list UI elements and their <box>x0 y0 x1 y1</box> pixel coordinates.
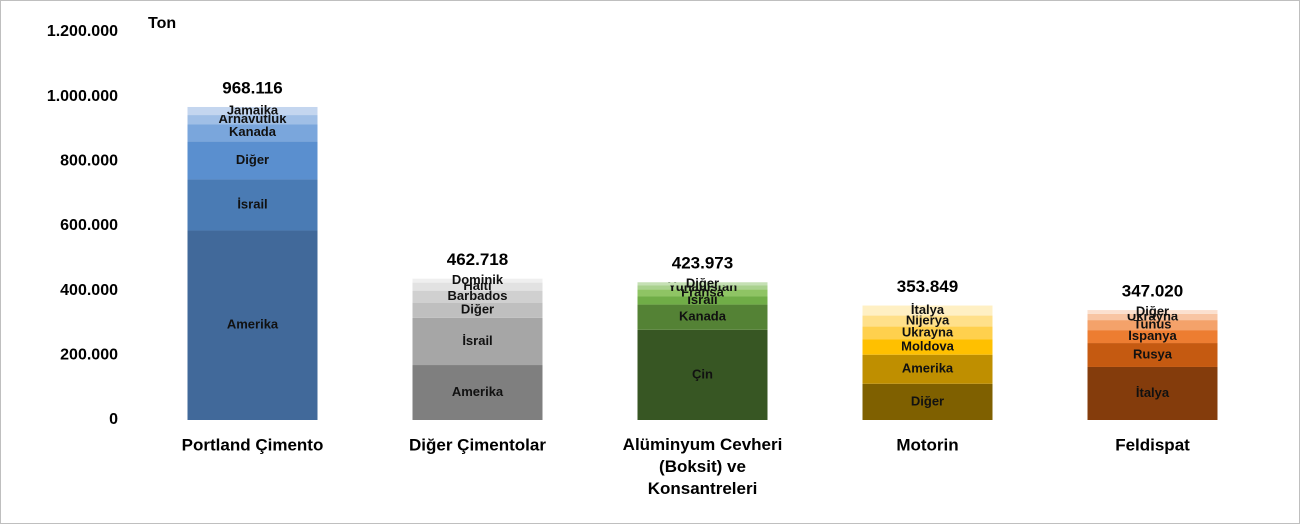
segment-label: Barbados <box>448 288 508 303</box>
bar-segment <box>637 329 768 420</box>
segment-label: Ukrayna <box>902 324 954 339</box>
bar-segment <box>187 230 318 420</box>
x-tick-label: Alüminyum Cevheri (Boksit) ve Konsantreler… <box>623 435 783 498</box>
y-tick-label: 800.000 <box>60 153 118 170</box>
bar-segment <box>862 326 993 340</box>
segment-label: Rusya <box>1133 346 1173 361</box>
segment-label: Amerika <box>452 384 504 399</box>
bar-segment <box>412 290 543 303</box>
bar-segment <box>187 106 318 116</box>
segment-label: Nijerya <box>906 312 950 327</box>
y-tick-label: 0 <box>109 411 118 428</box>
y-axis-label: Ton <box>148 15 176 32</box>
total-label: 353.849 <box>897 277 958 296</box>
segment-label: İsrail <box>462 333 492 348</box>
bar-segment <box>187 179 318 231</box>
segment-label: Diğer <box>686 275 719 290</box>
bar-segment <box>1087 310 1218 314</box>
y-tick-label: 600.000 <box>60 217 118 234</box>
segment-label: Amerika <box>227 317 279 332</box>
bar-segment <box>862 315 993 327</box>
segment-label: Kanada <box>229 124 277 139</box>
segment-label: Kanada <box>679 309 727 324</box>
bar-segment <box>412 365 543 420</box>
segment-label: Diğer <box>236 152 269 167</box>
bar-segment <box>412 282 543 291</box>
bar-segment <box>187 124 318 142</box>
total-label: 423.973 <box>672 254 733 273</box>
segment-label: İspanya <box>1128 328 1177 343</box>
segment-label: İtalya <box>911 302 945 317</box>
segment-label: İsrail <box>237 196 267 211</box>
total-label: 968.116 <box>222 78 283 97</box>
segment-label: Diğer <box>911 393 944 408</box>
y-tick-label: 1.200.000 <box>47 23 118 40</box>
x-tick-label: Diğer Çimentolar <box>409 435 546 454</box>
y-tick-label: 400.000 <box>60 282 118 299</box>
segment-label: Moldova <box>901 339 954 354</box>
bar-segment <box>637 282 768 286</box>
bar-segment <box>862 339 993 355</box>
segment-label: Jamaika <box>227 102 279 117</box>
segment-label: Tunus <box>1133 317 1171 332</box>
x-tick-label: Portland Çimento <box>182 435 324 454</box>
bar-segment <box>862 305 993 316</box>
segment-label: Dominik <box>452 272 504 287</box>
segment-label: Diğer <box>461 302 494 317</box>
y-tick-label: 200.000 <box>60 347 118 364</box>
bar-segment <box>412 317 543 366</box>
total-label: 462.718 <box>447 250 508 269</box>
bar-segment <box>637 289 768 297</box>
total-label: 347.020 <box>1122 282 1183 301</box>
bar-segment <box>862 354 993 384</box>
segment-label: Amerika <box>902 361 954 376</box>
bar-segment <box>637 304 768 330</box>
bar-segment <box>637 285 768 290</box>
segment-label: Diğer <box>1136 303 1169 318</box>
x-tick-line: Konsantreleri <box>648 479 758 498</box>
bar-segment <box>862 383 993 420</box>
bar-segment <box>637 296 768 305</box>
bar-segment <box>1087 366 1218 420</box>
x-tick-label: Feldispat <box>1115 435 1190 454</box>
x-tick-label: Motorin <box>896 435 958 454</box>
bar-segment <box>1087 313 1218 321</box>
bar-segment <box>187 115 318 125</box>
x-tick-line: Alüminyum Cevheri <box>623 435 783 454</box>
segment-label: İtalya <box>1136 385 1170 400</box>
segment-label: Çin <box>692 366 713 381</box>
bar-segment <box>1087 343 1218 367</box>
bar-segment <box>187 141 318 180</box>
bar-segment <box>412 302 543 318</box>
x-tick-line: (Boksit) ve <box>659 457 746 476</box>
y-tick-label: 1.000.000 <box>47 88 118 105</box>
bar-segment <box>1087 320 1218 331</box>
bar-segment <box>1087 330 1218 344</box>
bar-segment <box>412 278 543 283</box>
